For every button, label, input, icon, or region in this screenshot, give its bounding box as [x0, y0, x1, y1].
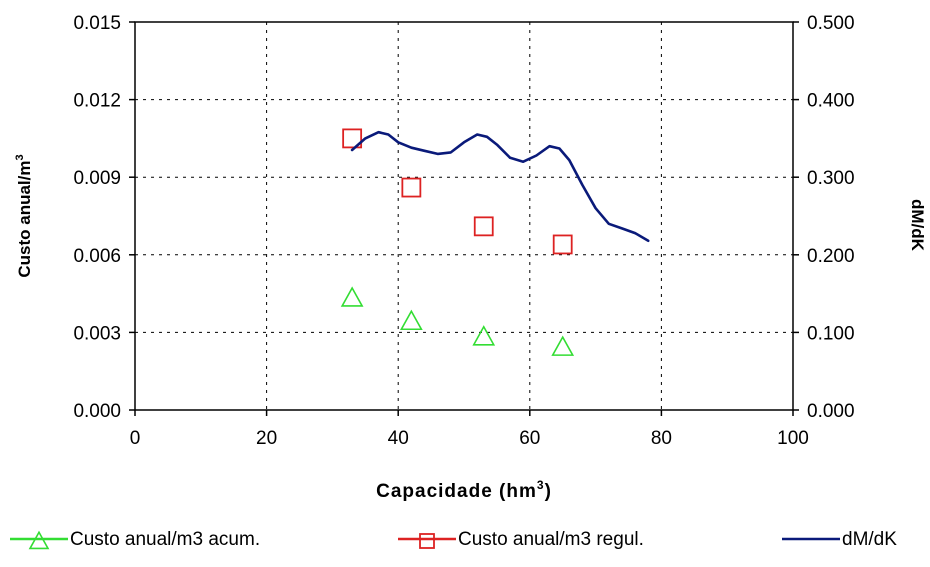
y-tick-label: 0.006	[73, 246, 121, 267]
legend-label: Custo anual/m3 acum.	[70, 529, 260, 550]
x-axis-title: Capacidade (hm3)	[376, 478, 552, 502]
x-axis-title-end: )	[545, 481, 552, 502]
y-axis-title: Custo anual/m3	[14, 154, 34, 277]
data-point-regul	[475, 217, 493, 235]
data-point-acum	[553, 337, 573, 355]
y-tick-label: 0.003	[73, 323, 121, 344]
x-tick-label: 60	[519, 428, 540, 449]
x-tick-label: 40	[388, 428, 409, 449]
data-point-acum	[342, 288, 362, 306]
x-tick-label: 80	[651, 428, 672, 449]
legend-label: Custo anual/m3 regul.	[458, 529, 644, 550]
axis-ticks: 0 20 40 60 80 100 0.000 0.000 0.003 0.100 0.006 0.2…	[73, 13, 854, 449]
x-tick-label: 100	[777, 428, 809, 449]
y-axis-title-superscript: 3	[14, 154, 26, 160]
y2-tick-label: 0.000	[807, 401, 855, 422]
legend-label: dM/dK	[842, 529, 897, 550]
y-tick-label: 0.000	[73, 401, 121, 422]
y-tick-label: 0.012	[73, 91, 121, 112]
data-point-acum	[474, 327, 494, 345]
x-axis-title-text: Capacidade (hm	[376, 481, 537, 502]
grid	[135, 22, 793, 410]
y2-axis-title: dM/dK	[908, 199, 927, 252]
data-point-acum	[401, 311, 421, 329]
legend-marker-square	[420, 534, 434, 548]
y2-tick-label: 0.200	[807, 246, 855, 267]
y-axis-title-text: Custo anual/m	[15, 161, 34, 278]
y2-tick-label: 0.400	[807, 91, 855, 112]
y2-tick-label: 0.100	[807, 323, 855, 344]
x-tick-label: 0	[130, 428, 141, 449]
x-tick-label: 20	[256, 428, 277, 449]
data-point-regul	[554, 235, 572, 253]
series-marks	[342, 129, 648, 355]
y2-tick-label: 0.500	[807, 13, 855, 34]
x-axis-title-superscript: 3	[537, 478, 545, 492]
data-point-regul	[402, 179, 420, 197]
y2-tick-label: 0.300	[807, 168, 855, 189]
plot-area-frame	[135, 22, 793, 410]
series-line-dmdk	[352, 132, 648, 241]
legend-marker-triangle	[30, 532, 48, 548]
y-tick-label: 0.015	[73, 13, 121, 34]
legend: Custo anual/m3 acum. Custo anual/m3 regul…	[10, 529, 897, 550]
y-tick-label: 0.009	[73, 168, 121, 189]
